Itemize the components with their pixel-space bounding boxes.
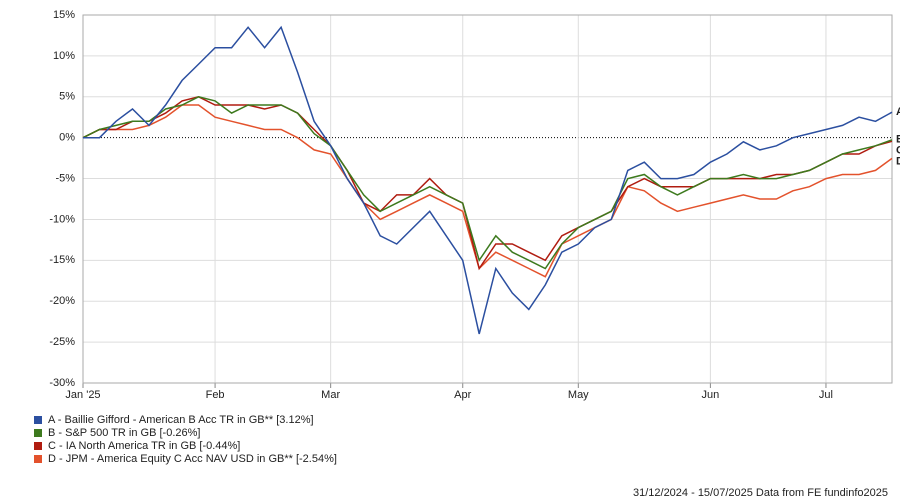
x-tick-label: Feb — [206, 389, 225, 401]
y-tick-label: -30% — [49, 377, 75, 389]
y-tick-label: -10% — [49, 213, 75, 225]
legend-label: D - JPM - America Equity C Acc NAV USD i… — [48, 453, 337, 465]
x-tick-label: Jul — [819, 389, 833, 401]
end-tag: B — [896, 134, 900, 146]
y-tick-label: 10% — [53, 50, 75, 62]
y-tick-label: -25% — [49, 336, 75, 348]
y-tick-label: 5% — [59, 91, 75, 103]
series-line — [82, 96, 893, 271]
end-tag: C — [896, 145, 900, 157]
y-tick-label: -5% — [55, 172, 75, 184]
legend-swatch — [34, 455, 42, 463]
y-tick-label: 15% — [53, 9, 75, 21]
series-line — [82, 96, 893, 270]
end-tag: A — [896, 106, 900, 118]
series-line — [82, 104, 893, 278]
legend-label: B - S&P 500 TR in GB [-0.26%] — [48, 427, 200, 439]
plot-frame — [82, 14, 893, 384]
end-tag: D — [896, 156, 900, 168]
x-tick-label: May — [568, 389, 589, 401]
legend-swatch — [34, 416, 42, 424]
series-line — [83, 25, 893, 335]
x-tick-label: Apr — [454, 389, 471, 401]
y-tick-label: -15% — [49, 254, 75, 266]
x-tick-label: Jan '25 — [65, 389, 100, 401]
x-tick-label: Jun — [702, 389, 720, 401]
legend-swatch — [34, 442, 42, 450]
legend-label: C - IA North America TR in GB [-0.44%] — [48, 440, 240, 452]
legend-label: A - Baillie Gifford - American B Acc TR … — [48, 414, 314, 426]
footer: 31/12/2024 - 15/07/2025 Data from FE fun… — [633, 487, 888, 499]
y-tick-label: 0% — [59, 132, 75, 144]
x-tick-label: Mar — [321, 389, 340, 401]
legend-swatch — [34, 429, 42, 437]
y-tick-label: -20% — [49, 295, 75, 307]
